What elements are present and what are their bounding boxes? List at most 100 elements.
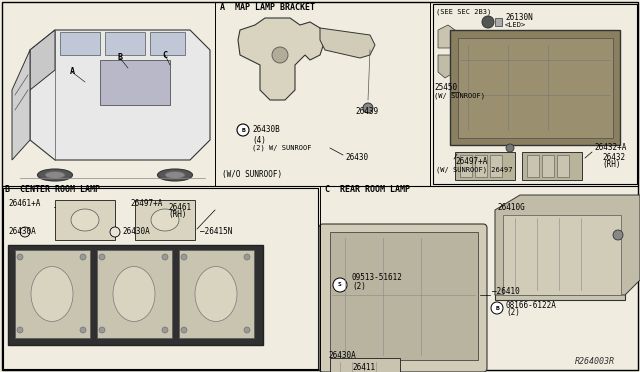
- Text: 26497+A: 26497+A: [455, 157, 488, 167]
- Polygon shape: [12, 50, 30, 160]
- Bar: [15, 250, 90, 338]
- Text: A  MAP LAMP BRACKET: A MAP LAMP BRACKET: [220, 3, 315, 13]
- Bar: [433, 4, 637, 184]
- Polygon shape: [495, 18, 502, 26]
- Circle shape: [244, 254, 250, 260]
- Text: (RH): (RH): [168, 211, 186, 219]
- Text: 26430A: 26430A: [122, 228, 150, 237]
- Text: (2): (2): [352, 282, 366, 291]
- Bar: [100, 60, 170, 105]
- Bar: [495, 210, 625, 300]
- Bar: [55, 200, 115, 240]
- Circle shape: [162, 327, 168, 333]
- Text: 26432: 26432: [602, 154, 625, 163]
- Text: 26130N: 26130N: [505, 13, 532, 22]
- Ellipse shape: [45, 171, 65, 179]
- Text: C  REAR ROOM LAMP: C REAR ROOM LAMP: [325, 186, 410, 195]
- Polygon shape: [30, 30, 210, 160]
- Text: (W/ SUNROOF) 26497: (W/ SUNROOF) 26497: [436, 167, 513, 173]
- FancyBboxPatch shape: [319, 224, 487, 372]
- Circle shape: [482, 16, 494, 28]
- Text: <LED>: <LED>: [505, 22, 526, 28]
- Text: (2): (2): [506, 308, 520, 317]
- Polygon shape: [320, 28, 375, 58]
- Circle shape: [20, 227, 30, 237]
- Text: 26461+A: 26461+A: [8, 199, 40, 208]
- Circle shape: [99, 327, 105, 333]
- Circle shape: [181, 254, 187, 260]
- Text: 26461: 26461: [168, 202, 191, 212]
- Text: 26430: 26430: [345, 154, 368, 163]
- Text: B: B: [241, 128, 245, 132]
- Text: (W/O SUNROOF): (W/O SUNROOF): [222, 170, 282, 180]
- Text: 26410G: 26410G: [497, 202, 525, 212]
- Polygon shape: [105, 32, 145, 55]
- Bar: [330, 232, 478, 360]
- Circle shape: [181, 327, 187, 333]
- Circle shape: [272, 47, 288, 63]
- Text: —26415N: —26415N: [200, 228, 232, 237]
- Circle shape: [237, 124, 249, 136]
- Bar: [522, 152, 582, 180]
- Text: (SEE SEC 2B3): (SEE SEC 2B3): [436, 9, 492, 15]
- Bar: [135, 200, 195, 240]
- Circle shape: [110, 227, 120, 237]
- Text: 08166-6122A: 08166-6122A: [506, 301, 557, 310]
- Text: 26439: 26439: [355, 108, 378, 116]
- Text: B: B: [118, 54, 122, 62]
- Text: A: A: [70, 67, 74, 77]
- Text: —26410: —26410: [492, 288, 520, 296]
- Bar: [330, 358, 400, 372]
- Polygon shape: [60, 32, 100, 55]
- Bar: [527, 155, 539, 177]
- Ellipse shape: [31, 266, 73, 321]
- Bar: [542, 155, 554, 177]
- Ellipse shape: [113, 266, 155, 321]
- Circle shape: [17, 327, 23, 333]
- Text: 26430A: 26430A: [8, 228, 36, 237]
- Polygon shape: [438, 55, 455, 78]
- Ellipse shape: [165, 171, 185, 179]
- Polygon shape: [495, 195, 640, 295]
- Circle shape: [17, 254, 23, 260]
- Circle shape: [491, 302, 503, 314]
- Text: 26411: 26411: [352, 363, 375, 372]
- Bar: [557, 155, 569, 177]
- Circle shape: [613, 230, 623, 240]
- Ellipse shape: [157, 169, 193, 181]
- Polygon shape: [438, 25, 455, 48]
- Bar: [450, 30, 620, 145]
- Circle shape: [162, 254, 168, 260]
- Text: C: C: [163, 51, 168, 60]
- Polygon shape: [150, 32, 185, 55]
- Text: 26430B: 26430B: [252, 125, 280, 135]
- Text: 09513-51612: 09513-51612: [352, 273, 403, 282]
- Bar: [490, 155, 502, 177]
- Circle shape: [244, 327, 250, 333]
- Bar: [458, 38, 613, 138]
- Text: (W/ SUNROOF): (W/ SUNROOF): [434, 93, 485, 99]
- Text: (RH): (RH): [602, 160, 621, 170]
- Text: 26497+A: 26497+A: [130, 199, 163, 208]
- Bar: [503, 215, 621, 295]
- Ellipse shape: [151, 209, 179, 231]
- Bar: [3, 188, 318, 369]
- Bar: [8, 245, 263, 345]
- Bar: [97, 250, 172, 338]
- Text: B: B: [495, 305, 499, 311]
- Bar: [475, 155, 487, 177]
- Ellipse shape: [71, 209, 99, 231]
- Circle shape: [80, 254, 86, 260]
- Ellipse shape: [195, 266, 237, 321]
- Text: R264003R: R264003R: [575, 357, 615, 366]
- Circle shape: [363, 103, 373, 113]
- Text: 26432+A: 26432+A: [594, 144, 627, 153]
- Text: S: S: [338, 282, 342, 288]
- Text: 25450: 25450: [434, 83, 457, 93]
- Circle shape: [80, 327, 86, 333]
- Polygon shape: [238, 18, 325, 100]
- Text: (2) W/ SUNROOF: (2) W/ SUNROOF: [252, 145, 312, 151]
- Text: B  CENTER ROOM LAMP: B CENTER ROOM LAMP: [5, 186, 100, 195]
- Bar: [455, 152, 515, 180]
- Bar: [460, 155, 472, 177]
